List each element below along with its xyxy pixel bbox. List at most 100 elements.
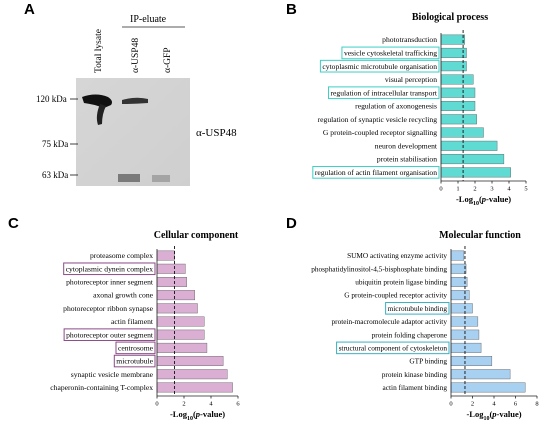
category-label-photoreceptor-ribbon-synapse: photoreceptor ribbon synapse <box>63 304 153 313</box>
bar-proteasome-complex <box>156 250 175 261</box>
category-label-regulation-of-axonogenesis: regulation of axonogenesis <box>355 102 437 111</box>
panel-letter-a: A <box>24 1 35 18</box>
category-label-g-protein-coupled-receptor-signalling: G protein-coupled receptor signalling <box>323 128 437 137</box>
x-tick-label: 8 <box>535 401 538 408</box>
category-label-actin-filament-binding: actin filament binding <box>383 383 448 392</box>
bar-microtubule <box>156 356 224 366</box>
blot-band-total-lysate <box>82 94 112 108</box>
bar-phototransduction <box>440 34 465 45</box>
bar-microtubule-binding <box>450 303 473 314</box>
bar-chaperonin-containing-t-complex <box>156 382 233 393</box>
category-label-microtubule: microtubule <box>116 357 153 366</box>
x-axis: 0 1 2 3 4 5 <box>439 30 528 193</box>
bar-photoreceptor-inner-segment <box>156 277 187 287</box>
category-label-photoreceptor-inner-segment: photoreceptor inner segment <box>66 278 154 287</box>
blot-smear-total-lysate <box>96 104 106 125</box>
bar-protein-kinase-binding <box>450 369 511 380</box>
blot-band-ip-gfp-low <box>152 175 170 182</box>
bar-sumo-activating-enzyme-activity <box>450 250 465 261</box>
x-axis-title: -Log10(p-value) <box>170 409 225 422</box>
panel-letter-c: C <box>8 215 19 232</box>
x-tick-label: 0 <box>449 401 452 408</box>
bar-cytoplasmic-dynein-complex <box>156 263 186 274</box>
chart-title-molecular-function: Molecular function <box>439 230 521 241</box>
bar-phosphatidylinositol-4-5-bisphosphate-binding <box>450 263 467 274</box>
bar-centrosome <box>156 342 208 353</box>
category-label-microtubule-binding: microtubule binding <box>388 304 448 313</box>
bar-regulation-of-synaptic-vesicle-recycling <box>440 114 477 125</box>
bar-g-protein-coupled-receptor-activity <box>450 290 470 301</box>
x-tick-label: 2 <box>182 401 185 408</box>
category-label-axonal-growth-cone: axonal growth cone <box>93 291 154 300</box>
x-tick-label: 6 <box>236 401 240 408</box>
highlight-box-photoreceptor-outer-segment <box>63 328 156 341</box>
bar-regulation-of-intracellular-transport <box>440 87 476 98</box>
panel-letter-b: B <box>286 1 297 18</box>
highlight-box-structural-component-of-cytoskeleton <box>336 341 450 355</box>
category-label-chaperonin-containing-t-complex: chaperonin-containing T-complex <box>50 383 153 392</box>
category-label-sumo-activating-enzyme-activity: SUMO activating enzyme activity <box>347 251 447 260</box>
highlight-box-cytoplasmic-microtubule-organisation <box>319 59 440 73</box>
blot-band-ip-usp48 <box>122 97 148 104</box>
panel-letter-d: D <box>286 215 297 232</box>
category-label-group: SUMO activating enzyme activity phosphati… <box>311 251 450 392</box>
category-label-phototransduction: phototransduction <box>382 35 437 44</box>
panel-c-chart: C Cellular component proteasome complex c… <box>8 215 240 422</box>
category-label-protein-kinase-binding: protein kinase binding <box>382 370 448 379</box>
category-label-group: proteasome complex cytoplasmic dynein com… <box>50 251 156 392</box>
panel-d-chart: D Molecular function SUMO activating enz… <box>286 215 539 422</box>
highlight-box-cytoplasmic-dynein-complex <box>63 262 156 276</box>
bar-structural-component-of-cytoskeleton <box>450 342 482 353</box>
category-label-proteasome-complex: proteasome complex <box>90 251 153 260</box>
bar-gtp-binding <box>450 356 493 366</box>
category-label-phosphatidylinositol-4-5-bisphosphate-binding: phosphatidylinositol-4,5-bisphosphate bi… <box>311 264 447 273</box>
highlight-box-microtubule-binding <box>385 302 450 315</box>
lane-label-ip-gfp: α-GFP <box>163 47 173 73</box>
category-label-cytoplasmic-dynein-complex: cytoplasmic dynein complex <box>66 264 154 273</box>
highlight-box-regulation-of-intracellular-transport <box>328 86 440 100</box>
x-axis: 0 2 4 6 <box>155 246 240 408</box>
bar-actin-filament-binding <box>450 382 526 393</box>
x-tick-label: 0 <box>439 186 442 193</box>
category-label-regulation-of-synaptic-vesicle-recycling: regulation of synaptic vesicle recycling <box>318 115 438 124</box>
bar-photoreceptor-outer-segment <box>156 329 205 340</box>
x-tick-label: 0 <box>155 401 158 408</box>
panel-b-chart: B Biological process phototransduction ve… <box>286 1 528 207</box>
antibody-label: α-USP48 <box>196 127 237 139</box>
ip-eluate-header: IP-eluate <box>130 14 167 25</box>
blot-band-ip-usp48-low <box>118 174 140 182</box>
category-label-group: phototransduction vesicle cytoskeletal tr… <box>312 35 440 179</box>
bar-regulation-of-actin-filament-organisation <box>440 167 511 178</box>
category-label-protein-folding-chaperone: protein folding chaperone <box>372 330 447 339</box>
bar-group <box>156 250 233 393</box>
x-tick-label: 4 <box>507 186 511 193</box>
bar-neuron-development <box>440 140 498 151</box>
x-axis-title: -Log10(p-value) <box>456 194 511 207</box>
bar-group <box>440 34 511 178</box>
bar-axonal-growth-cone <box>156 290 195 301</box>
marker-label-75: 75 kDa <box>42 139 68 149</box>
category-label-synaptic-vesicle-membrane: synaptic vesicle membrane <box>71 370 154 379</box>
highlight-box-vesicle-cytoskeletal-trafficking <box>341 46 440 60</box>
x-tick-label: 3 <box>490 186 493 193</box>
bar-visual-perception <box>440 74 474 85</box>
highlight-box-regulation-of-actin-filament-organisation <box>312 166 440 179</box>
x-tick-label: 4 <box>209 401 213 408</box>
chart-title-cellular-component: Cellular component <box>154 230 239 241</box>
bar-photoreceptor-ribbon-synapse <box>156 303 198 314</box>
bar-protein-stabilisation <box>440 154 505 165</box>
category-label-cytoplasmic-microtubule-organisation: cytoplasmic microtubule organisation <box>322 62 437 71</box>
x-tick-label: 2 <box>471 401 474 408</box>
bar-protein-macromolecule-adaptor-activity <box>450 316 479 327</box>
western-blot-membrane <box>76 78 190 186</box>
category-label-structural-component-of-cytoskeleton: structural component of cytoskeleton <box>339 343 448 352</box>
category-label-regulation-of-intracellular-transport: regulation of intracellular transport <box>331 88 438 97</box>
category-label-photoreceptor-outer-segment: photoreceptor outer segment <box>66 330 154 339</box>
highlight-box-centrosome <box>115 341 156 355</box>
bar-actin-filament <box>156 316 205 327</box>
category-label-visual-perception: visual perception <box>385 75 437 84</box>
x-tick-label: 6 <box>514 401 518 408</box>
x-tick-label: 4 <box>492 401 496 408</box>
x-tick-label: 1 <box>456 186 459 193</box>
lane-label-total-lysate: Total lysate <box>94 29 104 73</box>
